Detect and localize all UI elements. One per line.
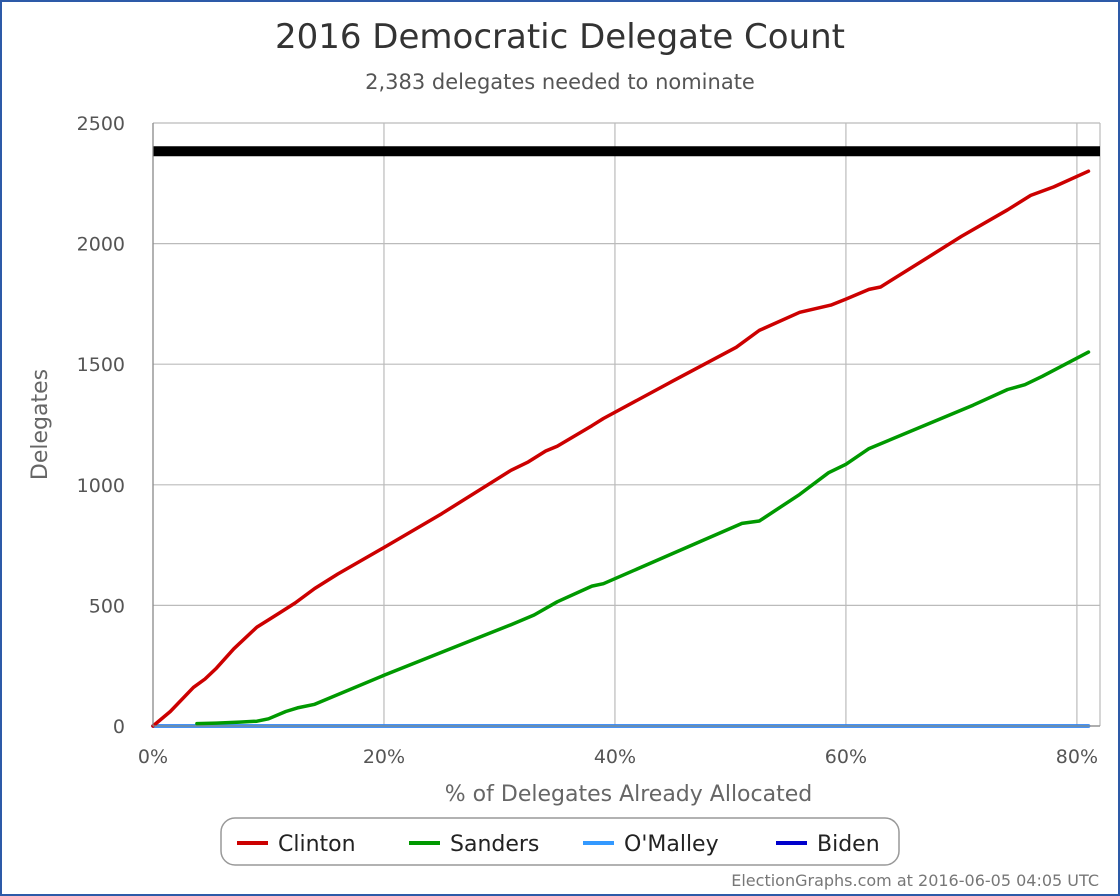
x-tick-label: 0% — [138, 746, 168, 768]
y-tick-label: 0 — [113, 716, 125, 738]
x-tick-label: 80% — [1056, 746, 1098, 768]
y-axis-title: Delegates — [28, 369, 53, 480]
axes: 0 500 1000 1500 2000 2500 0% 20% 40% 60% 80% — [77, 113, 1100, 768]
series-lines — [151, 169, 1091, 728]
chart-title: 2016 Democratic Delegate Count — [275, 17, 845, 57]
y-tick-label: 1000 — [77, 475, 125, 497]
legend-item-sanders[interactable]: Sanders — [409, 832, 539, 857]
chart-subtitle: 2,383 delegates needed to nominate — [365, 70, 755, 94]
x-tick-label: 40% — [594, 746, 636, 768]
credit-text: ElectionGraphs.com at 2016-06-05 04:05 U… — [731, 871, 1099, 890]
x-tick-label: 60% — [825, 746, 867, 768]
legend-label: Biden — [817, 832, 880, 857]
legend-item-clinton[interactable]: Clinton — [237, 832, 356, 857]
legend-label: Clinton — [278, 832, 356, 857]
y-tick-label: 2500 — [77, 113, 125, 135]
legend-item-biden[interactable]: Biden — [776, 832, 880, 857]
legend-box — [220, 817, 900, 866]
series-line-clinton — [151, 169, 1091, 728]
legend-label: Sanders — [450, 832, 539, 857]
grid-lines — [152, 122, 1101, 727]
x-tick-label: 20% — [363, 746, 405, 768]
y-tick-label: 500 — [89, 595, 125, 617]
series-line-sanders — [195, 350, 1091, 726]
legend[interactable]: Clinton Sanders O'Malley Biden — [220, 817, 900, 866]
legend-label: O'Malley — [624, 832, 719, 857]
x-axis-title: % of Delegates Already Allocated — [445, 782, 812, 807]
y-tick-label: 2000 — [77, 234, 125, 256]
y-tick-label: 1500 — [77, 354, 125, 376]
legend-item-omalley[interactable]: O'Malley — [583, 832, 719, 857]
